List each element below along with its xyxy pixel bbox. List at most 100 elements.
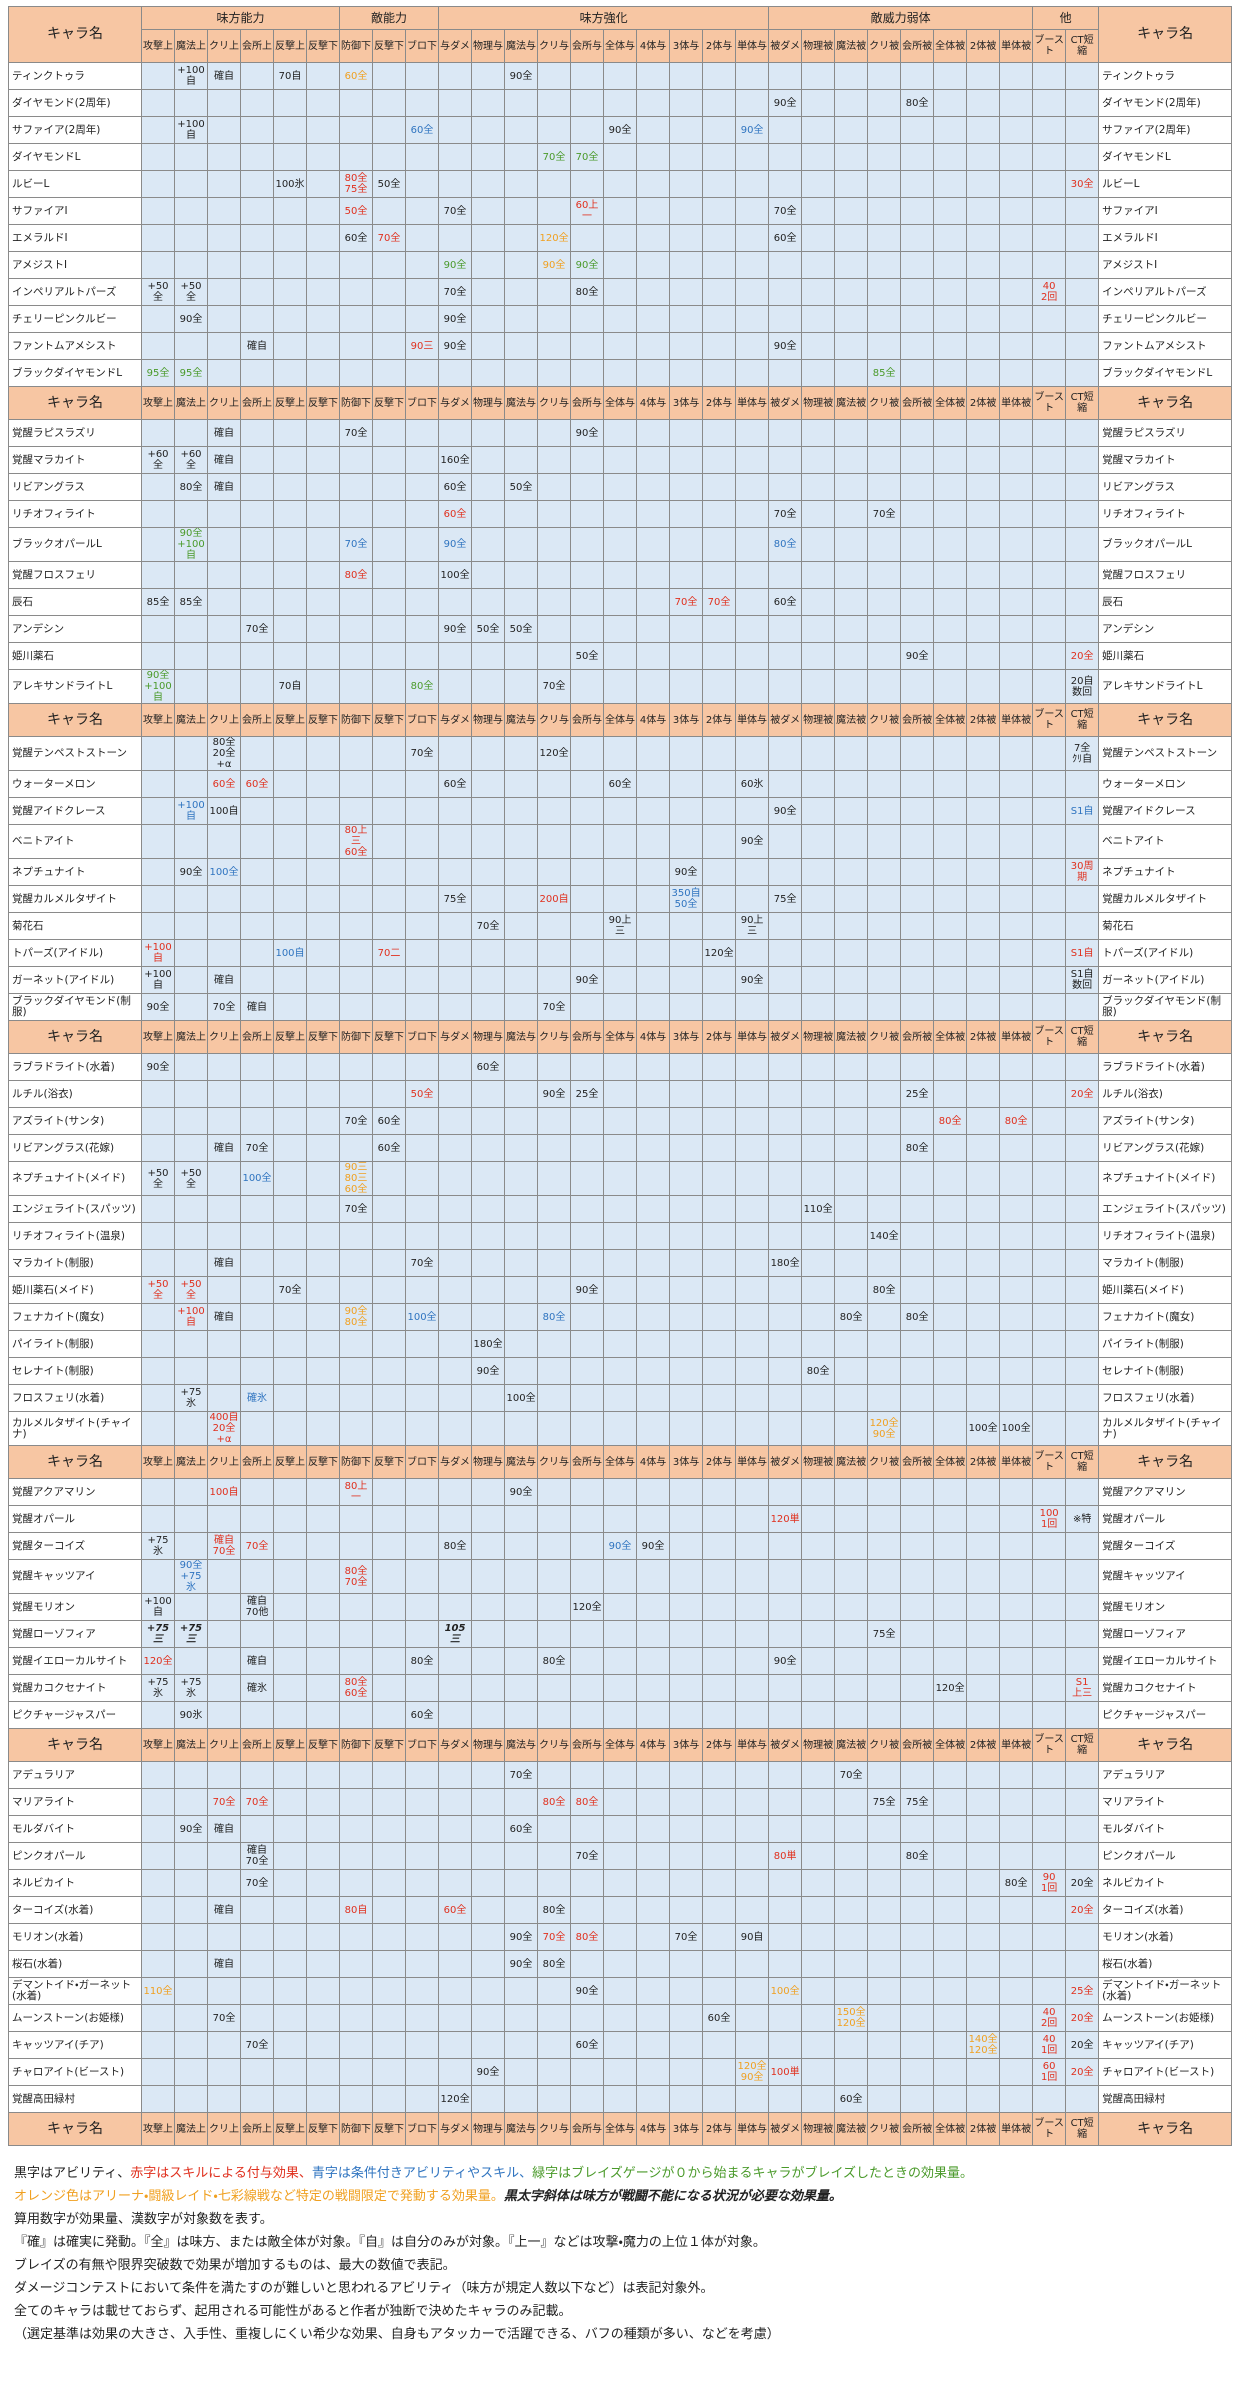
effect-cell [801, 1869, 836, 1897]
effect-cell [669, 669, 704, 704]
effect-cell [305, 1869, 341, 1897]
effect-cell [702, 1222, 737, 1250]
effect-cell [999, 332, 1034, 360]
effect-cell [471, 2085, 506, 2113]
effect-cell [933, 143, 968, 171]
effect-cell [735, 1357, 770, 1385]
effect-cell [141, 1357, 175, 1385]
effect-cell [438, 1411, 473, 1446]
effect-cell [603, 966, 638, 994]
effect-cell: 7全 ｸﾘ自 [1065, 736, 1100, 771]
note-text: ダメージコンテストにおいて条件を満たすのが難しいと思われるアビリティ（味方が規定… [14, 2281, 714, 2296]
effect-cell [339, 1249, 374, 1277]
effect-value: 90氷 [179, 1709, 203, 1721]
effect-cell [768, 615, 803, 643]
effect-cell: 80全 [900, 1134, 935, 1162]
character-name: ターコイズ(水着) [8, 1896, 142, 1924]
effect-cell [174, 1249, 208, 1277]
effect-cell [768, 143, 803, 171]
character-name: デマントイド・ガーネット(水着) [1098, 1977, 1233, 2005]
effect-value: 90全 [509, 70, 533, 82]
column-header-row: キャラ名 攻撃上 魔法上 クリ上 会所上 反撃上 反撃下 防御下 反撃下 ブロ下 与ダメ 物理与 魔法与… [8, 703, 1233, 737]
effect-cell [405, 278, 440, 306]
effect-cell [900, 736, 935, 771]
effect-cell [603, 1134, 638, 1162]
effect-cell [735, 669, 770, 704]
effect-cell [405, 797, 440, 825]
effect-cell [207, 1647, 241, 1675]
effect-cell [636, 1977, 671, 2005]
effect-value: 60全 [443, 778, 467, 790]
character-name: アズライト(サンタ) [8, 1107, 142, 1135]
effect-cell [471, 170, 506, 198]
effect-value: 80全 [542, 1958, 566, 1970]
effect-value: 120全 [539, 232, 569, 244]
effect-cell [504, 561, 539, 589]
effect-value: 80全 [773, 539, 797, 550]
effect-cell: 80全 [570, 1788, 605, 1816]
note-text: 黒字はアビリティ、 [14, 2166, 131, 2181]
effect-cell [405, 912, 440, 940]
effect-cell [471, 824, 506, 859]
effect-cell [900, 1053, 935, 1081]
effect-cell [768, 1080, 803, 1108]
effect-cell [405, 170, 440, 198]
effect-cell [372, 1357, 407, 1385]
effect-cell [801, 1107, 836, 1135]
effect-cell [900, 332, 935, 360]
effect-cell: 20全 [1065, 1896, 1100, 1924]
column-header: 反撃下 [305, 1020, 341, 1054]
effect-cell [636, 1788, 671, 1816]
effect-cell [834, 2031, 869, 2059]
effect-cell [702, 1303, 737, 1331]
effect-cell [933, 1478, 968, 1506]
effect-value: 80全 [344, 569, 368, 581]
effect-cell [999, 642, 1034, 670]
character-name: アンデシン [8, 615, 142, 643]
effect-cell [933, 1977, 968, 2005]
effect-cell [339, 446, 374, 474]
effect-cell [966, 1161, 1001, 1196]
effect-value: 180全 [473, 1338, 503, 1350]
effect-cell [305, 1647, 341, 1675]
effect-cell [966, 1788, 1001, 1816]
effect-cell [801, 885, 836, 913]
effect-cell [273, 615, 307, 643]
effect-cell [933, 1620, 968, 1648]
effect-cell: 確自 70全 [207, 1532, 241, 1560]
character-name: マリアライト [8, 1788, 142, 1816]
character-row: リチオフィライト(温泉) 140全 リチオフィライト(温泉) [8, 1222, 1233, 1250]
column-header: 防御下 [339, 1445, 374, 1479]
effect-cell: 100全 [405, 1303, 440, 1331]
effect-cell [537, 359, 572, 387]
effect-cell: 80全 [339, 561, 374, 589]
effect-cell [933, 966, 968, 994]
column-header: 2体被 [966, 1020, 1001, 1054]
effect-cell [1065, 1620, 1100, 1648]
effect-cell [537, 1478, 572, 1506]
effect-cell: +100自 [174, 62, 208, 90]
column-header: 反撃下 [372, 1020, 407, 1054]
effect-cell [273, 473, 307, 501]
effect-cell: 50全 [504, 473, 539, 501]
effect-cell [570, 224, 605, 252]
effect-cell [339, 1384, 374, 1412]
effect-cell [768, 170, 803, 198]
effect-cell [174, 966, 208, 994]
effect-cell [339, 1080, 374, 1108]
effect-cell [999, 1761, 1034, 1789]
effect-cell [504, 1080, 539, 1108]
character-name: ラブラドライト(水着) [8, 1053, 142, 1081]
character-name: ラブラドライト(水着) [1098, 1053, 1233, 1081]
effect-cell: 20全 [1065, 642, 1100, 670]
effect-cell [240, 1559, 274, 1594]
effect-cell [900, 669, 935, 704]
effect-value: 100全 [506, 1392, 536, 1404]
column-header-row: 攻撃上 魔法上 クリ上 会所上 反撃上 反撃下 防御下 反撃下 ブロ下 与ダメ 物理与 魔法与 クリ与会… [9, 29, 1232, 63]
effect-cell [999, 1593, 1034, 1621]
effect-cell [900, 62, 935, 90]
effect-cell [504, 305, 539, 333]
character-name: マラカイト(制服) [8, 1249, 142, 1277]
effect-cell [735, 446, 770, 474]
effect-cell: 50全 [405, 1080, 440, 1108]
